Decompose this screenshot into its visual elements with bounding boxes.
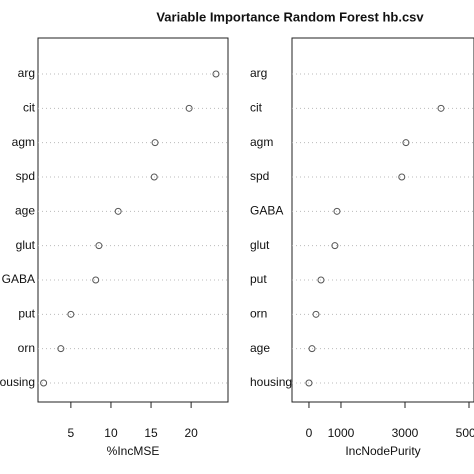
y-tick-label: GABA	[250, 204, 283, 218]
point	[40, 379, 48, 387]
point	[151, 139, 159, 147]
y-tick-label: arg	[18, 66, 35, 80]
plot-frame	[291, 37, 474, 403]
y-tick-label: put	[18, 307, 35, 321]
point	[305, 379, 313, 387]
x-tick-label: 3000	[392, 426, 419, 440]
y-tick-label: spd	[16, 169, 35, 183]
x-tick-label: 20	[184, 426, 198, 440]
point	[185, 104, 193, 112]
y-tick-label: glut	[250, 238, 270, 252]
point	[331, 242, 339, 250]
y-tick-label: GABA	[2, 272, 35, 286]
y-tick-label: arg	[250, 66, 267, 80]
point	[402, 139, 410, 147]
point	[92, 276, 100, 284]
chart-title: Variable Importance Random Forest hb.csv	[156, 9, 424, 24]
point	[398, 173, 406, 181]
point	[317, 276, 325, 284]
point	[114, 207, 122, 215]
y-tick-label: put	[250, 272, 267, 286]
y-tick-label: cit	[250, 101, 263, 115]
x-axis-label: %IncMSE	[107, 444, 160, 458]
y-tick-label: glut	[16, 238, 36, 252]
x-tick-label: 5000	[456, 426, 474, 440]
y-tick-label: housing	[0, 375, 35, 389]
x-axis-label: IncNodePurity	[345, 444, 420, 458]
point	[150, 173, 158, 181]
y-tick-label: age	[15, 204, 35, 218]
point	[57, 345, 65, 353]
point	[333, 207, 341, 215]
x-tick-label: 1000	[328, 426, 355, 440]
x-tick-label: 0	[306, 426, 313, 440]
point	[308, 345, 316, 353]
x-tick-label: 10	[104, 426, 118, 440]
point	[95, 242, 103, 250]
x-tick-label: 5	[68, 426, 75, 440]
plot-frame	[37, 37, 229, 403]
point	[212, 70, 220, 78]
y-tick-label: housing	[250, 375, 292, 389]
point	[67, 310, 75, 318]
y-tick-label: agm	[250, 135, 273, 149]
y-tick-label: spd	[250, 169, 269, 183]
y-tick-label: agm	[12, 135, 35, 149]
y-tick-label: age	[250, 341, 270, 355]
y-tick-label: orn	[250, 307, 267, 321]
x-tick-label: 15	[144, 426, 158, 440]
point	[437, 104, 445, 112]
y-tick-label: orn	[18, 341, 35, 355]
y-tick-label: cit	[23, 101, 36, 115]
point	[312, 310, 320, 318]
